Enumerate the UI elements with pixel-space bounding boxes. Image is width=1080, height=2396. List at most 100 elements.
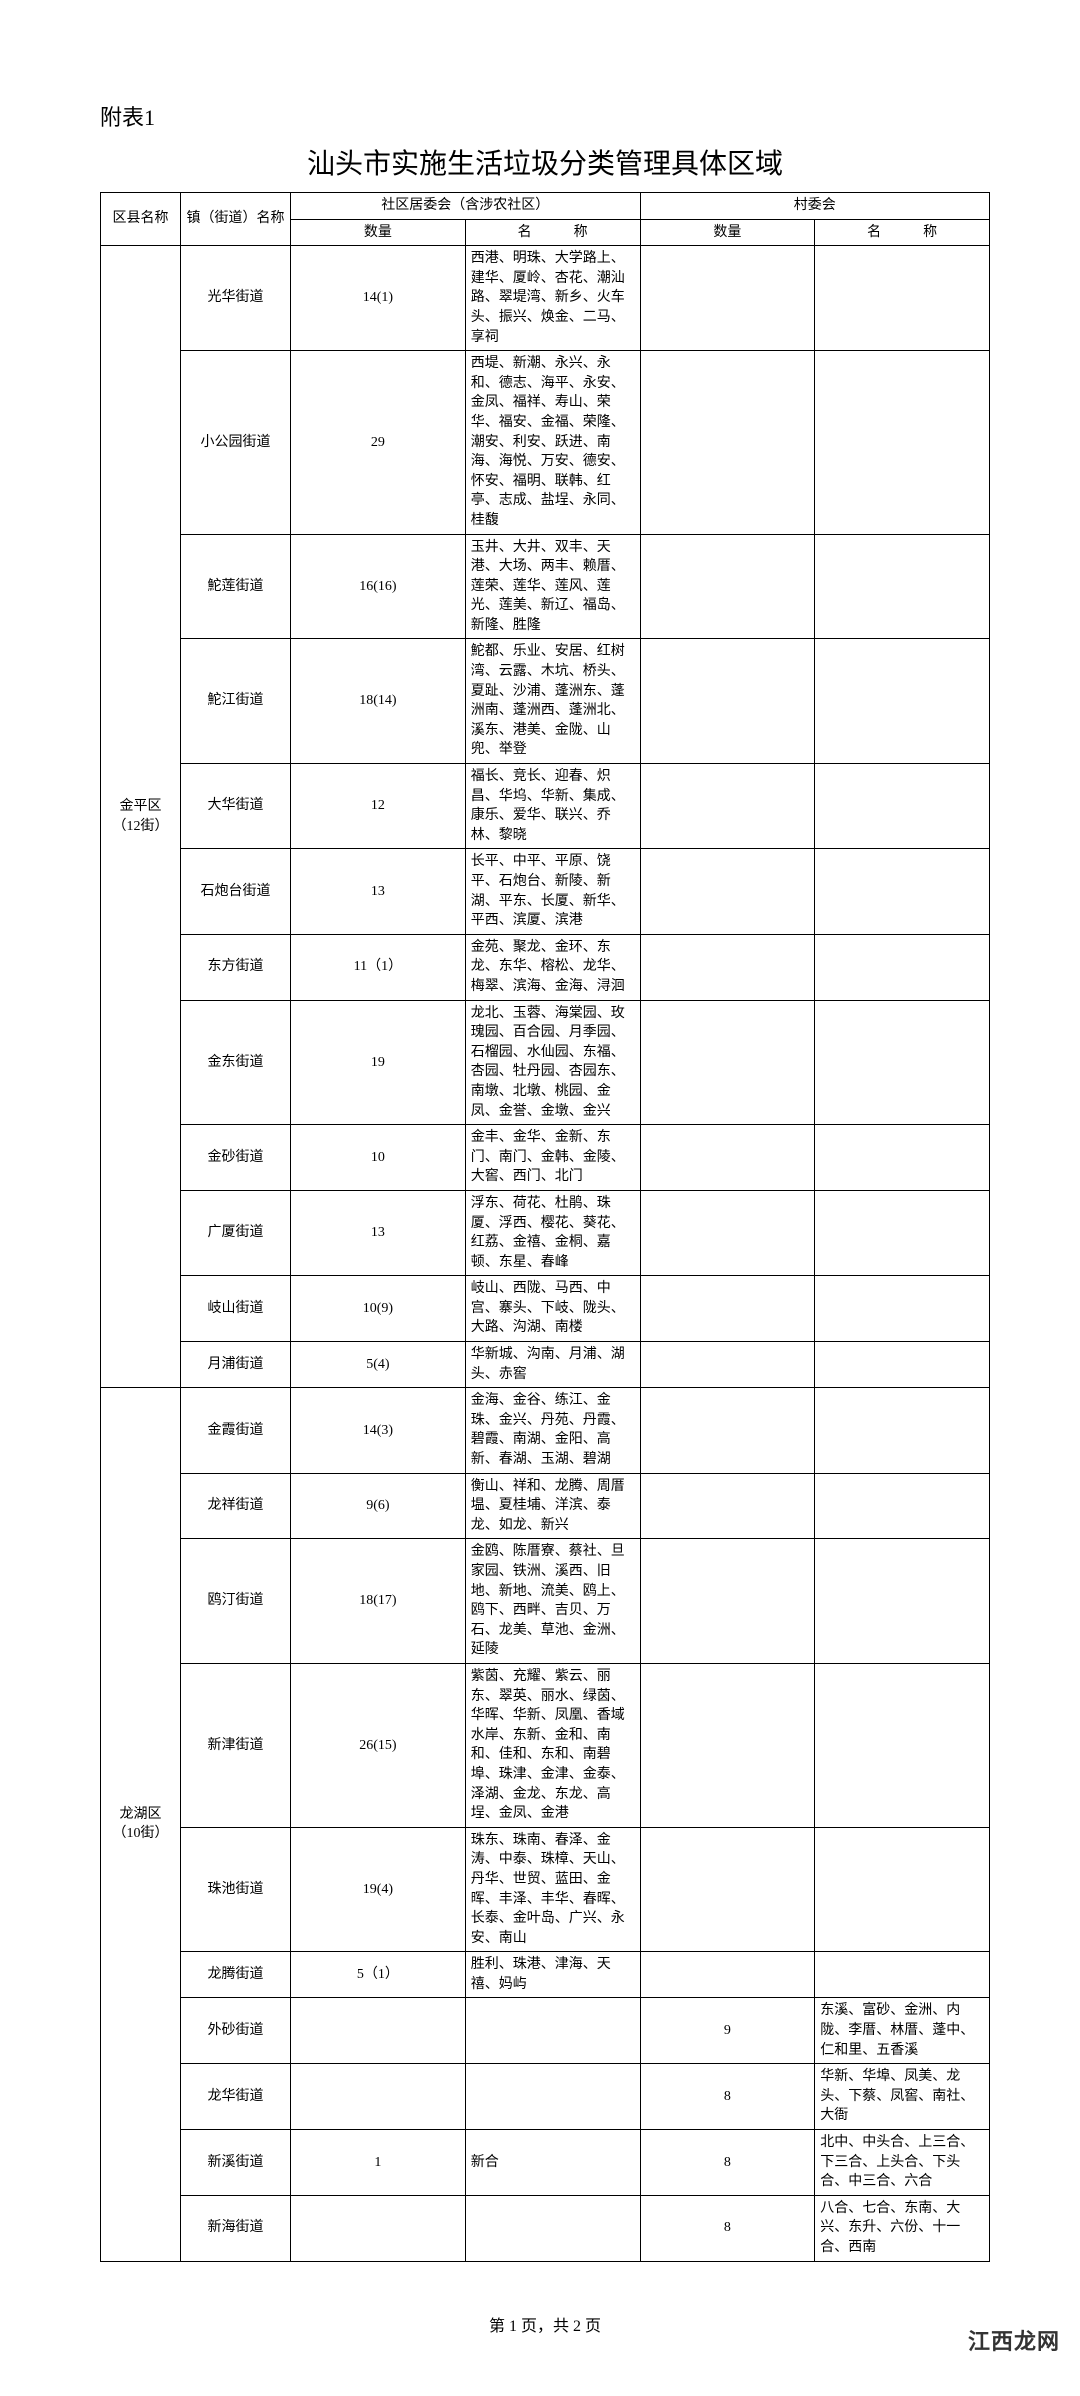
village-count-cell: 9 [640, 1998, 815, 2064]
village-count-cell [640, 1952, 815, 1998]
village-name-cell [815, 849, 990, 934]
community-name-cell: 鮀都、乐业、安居、红树湾、云露、木坑、桥头、夏趾、沙浦、蓬洲东、蓬洲南、蓬洲西、… [465, 639, 640, 764]
village-count-cell [640, 246, 815, 351]
town-cell: 珠池街道 [181, 1827, 291, 1952]
table-row: 龙华街道 8华新、华埠、凤美、龙头、下蔡、凤窖、南社、大衙 [101, 2064, 990, 2130]
village-count-cell [640, 1388, 815, 1473]
village-count-cell [640, 1342, 815, 1388]
header-v-count: 数量 [640, 219, 815, 246]
town-cell: 龙祥街道 [181, 1473, 291, 1539]
village-count-cell [640, 1000, 815, 1125]
village-count-cell [640, 1663, 815, 1827]
village-name-cell [815, 1190, 990, 1275]
community-count-cell: 18(14) [291, 639, 466, 764]
community-name-cell: 玉井、大井、双丰、天港、大场、两丰、赖厝、莲荣、莲华、莲风、莲光、莲美、新辽、福… [465, 534, 640, 639]
village-name-cell [815, 1827, 990, 1952]
community-name-cell: 浮东、荷花、杜鹃、珠厦、浮西、樱花、葵花、红荔、金禧、金桐、嘉顿、东星、春峰 [465, 1190, 640, 1275]
community-count-cell: 5(4) [291, 1342, 466, 1388]
community-count-cell: 9(6) [291, 1473, 466, 1539]
village-count-cell [640, 1190, 815, 1275]
table-row: 东方街道11（1）金苑、聚龙、金环、东龙、东华、榕松、龙华、梅翠、滨海、金海、浔… [101, 934, 990, 1000]
community-count-cell: 19(4) [291, 1827, 466, 1952]
village-count-cell [640, 1473, 815, 1539]
community-name-cell: 岐山、西陇、马西、中宫、寨头、下岐、陇头、大路、沟湖、南楼 [465, 1276, 640, 1342]
main-title: 汕头市实施生活垃圾分类管理具体区域 [100, 142, 990, 182]
village-name-cell: 北中、中头合、上三合、下三合、上头合、下头合、中三合、六合 [815, 2130, 990, 2196]
community-count-cell: 10 [291, 1125, 466, 1191]
community-name-cell: 金鸥、陈厝寮、蔡社、旦家园、铁洲、溪西、旧地、新地、流美、鸥上、鸥下、西畔、吉贝… [465, 1539, 640, 1664]
district-cell: 龙湖区 （10街） [101, 1388, 181, 2261]
community-count-cell: 26(15) [291, 1663, 466, 1827]
village-count-cell [640, 849, 815, 934]
table-row: 新海街道8八合、七合、东南、大兴、东升、六份、十一合、西南 [101, 2195, 990, 2261]
town-cell: 龙华街道 [181, 2064, 291, 2130]
community-count-cell [291, 2195, 466, 2261]
appendix-label: 附表1 [100, 100, 990, 132]
table-row: 金砂街道10金丰、金华、金新、东门、南门、金韩、金陵、大窖、西门、北门 [101, 1125, 990, 1191]
table-row: 鸥汀街道18(17)金鸥、陈厝寮、蔡社、旦家园、铁洲、溪西、旧地、新地、流美、鸥… [101, 1539, 990, 1664]
page-footer: 第 1 页，共 2 页 [100, 2312, 990, 2336]
town-cell: 鮀莲街道 [181, 534, 291, 639]
table-row: 外砂街道9东溪、富砂、金洲、内陇、李厝、林厝、蓬中、仁和里、五香溪 [101, 1998, 990, 2064]
table-row: 金东街道19龙北、玉蓉、海棠园、玫瑰园、百合园、月季园、石榴园、水仙园、东福、杏… [101, 1000, 990, 1125]
town-cell: 龙腾街道 [181, 1952, 291, 1998]
table-row: 石炮台街道13长平、中平、平原、饶平、石炮台、新陵、新湖、平东、长厦、新华、平西… [101, 849, 990, 934]
header-district: 区县名称 [101, 193, 181, 246]
header-c-count: 数量 [291, 219, 466, 246]
village-name-cell [815, 639, 990, 764]
header-v-name: 名 称 [815, 219, 990, 246]
village-count-cell: 8 [640, 2130, 815, 2196]
village-name-cell [815, 1000, 990, 1125]
village-name-cell [815, 534, 990, 639]
community-name-cell: 金丰、金华、金新、东门、南门、金韩、金陵、大窖、西门、北门 [465, 1125, 640, 1191]
village-count-cell [640, 1125, 815, 1191]
table-row: 鮀莲街道16(16)玉井、大井、双丰、天港、大场、两丰、赖厝、莲荣、莲华、莲风、… [101, 534, 990, 639]
table-row: 龙湖区 （10街）金霞街道14(3)金海、金谷、练江、金珠、金兴、丹苑、丹霞、碧… [101, 1388, 990, 1473]
village-name-cell: 华新、华埠、凤美、龙头、下蔡、凤窖、南社、大衙 [815, 2064, 990, 2130]
village-count-cell [640, 534, 815, 639]
table-row: 大华街道12福长、竞长、迎春、炽昌、华坞、华新、集成、康乐、爱华、联兴、乔林、黎… [101, 764, 990, 849]
town-cell: 新津街道 [181, 1663, 291, 1827]
community-name-cell [465, 2195, 640, 2261]
table-row: 月浦街道5(4)华新城、沟南、月浦、湖头、赤窖 [101, 1342, 990, 1388]
community-name-cell: 福长、竞长、迎春、炽昌、华坞、华新、集成、康乐、爱华、联兴、乔林、黎晓 [465, 764, 640, 849]
community-count-cell: 13 [291, 1190, 466, 1275]
community-name-cell [465, 1998, 640, 2064]
village-name-cell [815, 1539, 990, 1664]
town-cell: 小公园街道 [181, 351, 291, 534]
table-row: 岐山街道10(9)岐山、西陇、马西、中宫、寨头、下岐、陇头、大路、沟湖、南楼 [101, 1276, 990, 1342]
table-row: 龙祥街道9(6)衡山、祥和、龙腾、周厝塭、夏桂埔、洋滨、泰龙、如龙、新兴 [101, 1473, 990, 1539]
community-count-cell: 14(1) [291, 246, 466, 351]
town-cell: 光华街道 [181, 246, 291, 351]
community-count-cell: 18(17) [291, 1539, 466, 1664]
town-cell: 金砂街道 [181, 1125, 291, 1191]
watermark: 江西龙网 [968, 2324, 1060, 2356]
village-name-cell [815, 1125, 990, 1191]
community-name-cell: 长平、中平、平原、饶平、石炮台、新陵、新湖、平东、长厦、新华、平西、滨厦、滨港 [465, 849, 640, 934]
community-count-cell: 16(16) [291, 534, 466, 639]
community-name-cell: 新合 [465, 2130, 640, 2196]
town-cell: 鮀江街道 [181, 639, 291, 764]
community-name-cell: 华新城、沟南、月浦、湖头、赤窖 [465, 1342, 640, 1388]
community-name-cell: 西港、明珠、大学路上、建华、厦岭、杏花、潮汕路、翠堤湾、新乡、火车头、振兴、焕金… [465, 246, 640, 351]
village-name-cell: 东溪、富砂、金洲、内陇、李厝、林厝、蓬中、仁和里、五香溪 [815, 1998, 990, 2064]
community-count-cell [291, 1998, 466, 2064]
village-count-cell: 8 [640, 2064, 815, 2130]
village-count-cell [640, 764, 815, 849]
village-name-cell [815, 351, 990, 534]
community-name-cell: 衡山、祥和、龙腾、周厝塭、夏桂埔、洋滨、泰龙、如龙、新兴 [465, 1473, 640, 1539]
community-name-cell [465, 2064, 640, 2130]
town-cell: 金霞街道 [181, 1388, 291, 1473]
village-name-cell [815, 1473, 990, 1539]
town-cell: 月浦街道 [181, 1342, 291, 1388]
region-table: 区县名称 镇（街道）名称 社区居委会（含涉农社区） 村委会 数量 名 称 数量 … [100, 192, 990, 2262]
village-name-cell [815, 1663, 990, 1827]
header-community-group: 社区居委会（含涉农社区） [291, 193, 641, 220]
village-name-cell [815, 1952, 990, 1998]
village-count-cell: 8 [640, 2195, 815, 2261]
community-count-cell: 29 [291, 351, 466, 534]
community-count-cell: 14(3) [291, 1388, 466, 1473]
village-name-cell: 八合、七合、东南、大兴、东升、六份、十一合、西南 [815, 2195, 990, 2261]
village-name-cell [815, 1388, 990, 1473]
community-name-cell: 胜利、珠港、津海、天禧、妈屿 [465, 1952, 640, 1998]
